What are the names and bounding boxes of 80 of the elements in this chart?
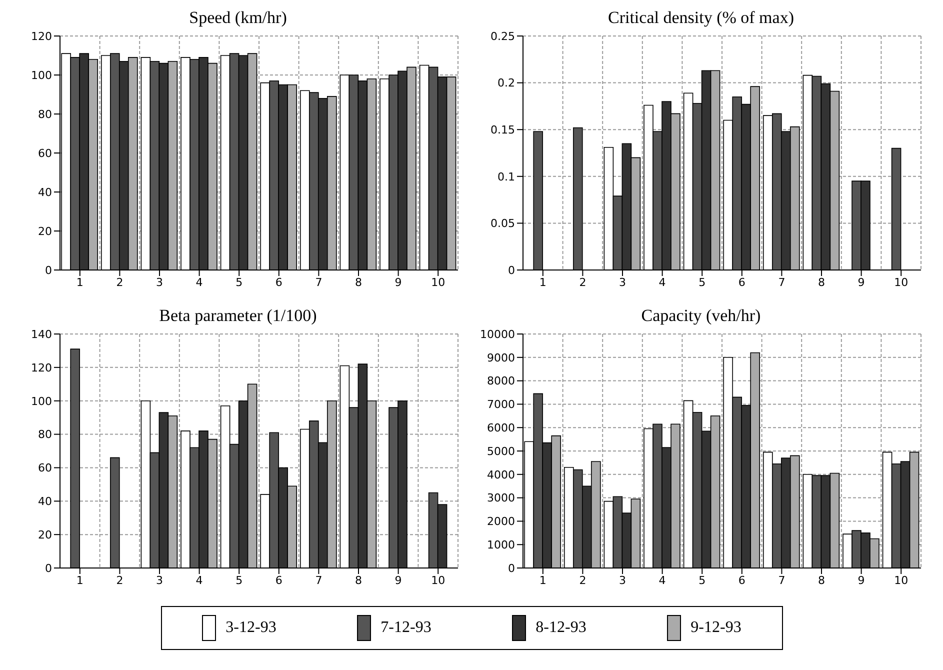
chart-title: Speed (km/hr) [188,8,288,29]
y-tick-label: 140 [31,328,52,341]
x-tick-label: 8 [355,276,362,289]
x-tick-label: 8 [818,276,825,289]
y-tick-label: 3000 [487,492,515,505]
y-tick-label: 0.05 [490,217,515,230]
x-tick-label: 8 [355,574,362,587]
x-tick-label: 2 [116,574,124,587]
x-tick-label: 9 [394,574,402,587]
y-tick-label: 0.2 [498,76,515,90]
y-tick-label: 60 [38,462,52,475]
y-tick-label: 80 [38,428,52,442]
x-tick-label: 10 [894,574,908,587]
x-tick-label: 1 [76,574,84,587]
x-tick-label: 10 [431,276,446,289]
x-tick-label: 9 [858,574,865,587]
y-tick-label: 0 [45,264,52,277]
y-tick-label: 100 [31,68,52,82]
x-tick-label: 3 [619,574,626,587]
x-tick-label: 5 [236,574,243,587]
x-tick-label: 7 [315,276,322,289]
x-tick-label: 6 [738,574,746,587]
y-tick-label: 120 [31,30,52,43]
y-tick-label: 6000 [487,422,515,435]
y-tick-label: 0 [508,264,515,277]
x-tick-label: 3 [619,276,626,289]
chart-title: Beta parameter (1/100) [158,306,318,327]
y-tick-label: 5000 [487,444,515,458]
y-tick-label: 2000 [487,515,515,528]
y-tick-label: 40 [38,186,52,199]
x-tick-label: 3 [156,574,163,587]
x-tick-label: 6 [275,276,282,289]
y-tick-label: 4000 [487,468,515,482]
x-tick-label: 9 [858,276,865,289]
y-tick-label: 80 [38,108,52,121]
y-tick-label: 20 [38,224,52,238]
x-tick-label: 5 [698,574,706,587]
x-tick-label: 2 [116,276,124,289]
x-tick-label: 6 [275,574,282,587]
y-tick-label: 10000 [480,328,515,341]
x-tick-label: 10 [431,574,446,587]
x-tick-label: 4 [196,574,203,587]
y-tick-label: 20 [38,528,52,542]
legend-label: 7-12-93 [380,618,432,638]
x-tick-label: 4 [196,276,203,289]
y-tick-label: 0 [45,562,52,575]
y-tick-label: 0 [508,562,515,575]
x-tick-label: 3 [156,276,163,289]
chart-title: Capacity (veh/hr) [640,306,762,327]
y-tick-label: 7000 [487,398,515,412]
x-tick-label: 1 [76,276,84,289]
x-tick-label: 4 [658,574,666,587]
y-tick-label: 100 [31,394,52,408]
y-tick-label: 40 [38,495,52,508]
x-tick-label: 1 [539,276,546,289]
x-tick-label: 4 [658,276,666,289]
x-tick-label: 2 [579,276,586,289]
y-tick-label: 9000 [487,351,515,364]
y-tick-label: 60 [38,146,52,160]
y-tick-label: 0.25 [490,30,515,43]
x-tick-label: 5 [698,276,706,289]
x-tick-label: 7 [315,574,322,587]
legend-label: 8-12-93 [534,618,586,638]
legend-label: 9-12-93 [690,618,742,638]
x-tick-label: 8 [818,574,825,587]
y-tick-label: 0.1 [498,170,515,184]
x-tick-label: 5 [236,276,243,289]
x-tick-label: 10 [894,276,908,289]
x-tick-label: 7 [778,574,786,587]
y-tick-label: 8000 [487,374,515,388]
chart-title: Critical density (% of max) [606,8,795,29]
y-tick-label: 0.15 [490,124,515,137]
x-tick-label: 2 [579,574,586,587]
y-tick-label: 1000 [487,538,515,552]
x-tick-label: 1 [539,574,546,587]
x-tick-label: 6 [738,276,746,289]
y-tick-label: 120 [31,361,52,374]
x-tick-label: 7 [778,276,786,289]
legend-label: 3-12-93 [224,618,276,638]
x-tick-label: 9 [394,276,402,289]
